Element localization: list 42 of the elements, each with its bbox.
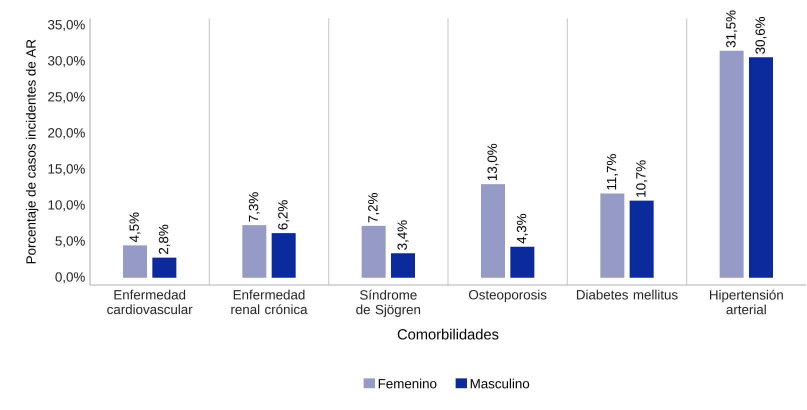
x-tick-label: Enfermedad renal crónica	[231, 290, 308, 314]
x-tick-label: Hipertensión arterial	[710, 290, 783, 314]
data-label: 7,2%	[368, 193, 380, 222]
x-tick-label: Síndrome de Sjögren	[356, 290, 420, 317]
legend-label: Masculino	[470, 378, 530, 388]
bar	[630, 200, 654, 278]
bar	[362, 226, 386, 278]
bar	[720, 50, 744, 278]
bar	[123, 245, 148, 278]
data-label: 11,7%	[606, 154, 618, 190]
x-axis-title: Comorbilidades	[398, 328, 498, 340]
bar	[600, 193, 624, 278]
legend-label: Femenino	[378, 378, 436, 388]
bar	[152, 258, 176, 278]
bar	[510, 246, 534, 278]
data-label: 6,2%	[278, 200, 290, 230]
y-tick-label: 5,0%	[55, 236, 85, 248]
data-label: 4,5%	[130, 212, 140, 242]
y-tick-label: 35,0%	[48, 20, 85, 32]
data-label: 4,3%	[516, 214, 528, 244]
x-tick-label: Osteoporosis	[469, 290, 546, 302]
x-tick-label: Enfermedad cardiovascular	[107, 290, 192, 314]
y-tick-label: 10,0%	[48, 200, 85, 212]
data-label: 2,8%	[158, 224, 170, 254]
y-tick-label: 0,0%	[55, 272, 85, 284]
bar	[272, 233, 296, 278]
y-tick-label: 25,0%	[48, 92, 85, 104]
data-label: 31,5%	[726, 10, 738, 48]
bar	[242, 225, 266, 278]
y-tick-label: 20,0%	[48, 128, 85, 140]
x-tick-label: Diabetes mellitus	[576, 290, 678, 300]
data-label: 30,6%	[755, 16, 767, 54]
bar	[391, 253, 415, 278]
data-label: 13,0%	[487, 144, 499, 180]
y-tick-label: 15,0%	[48, 164, 85, 176]
data-label: 3,4%	[397, 220, 409, 250]
y-axis-title: Porcentaje de casos incidentes de AR	[26, 40, 38, 264]
bar	[480, 184, 505, 278]
data-label: 7,3%	[248, 192, 260, 222]
bar	[748, 57, 773, 278]
y-tick-label: 30,0%	[48, 56, 85, 68]
data-label: 10,7%	[636, 160, 648, 197]
